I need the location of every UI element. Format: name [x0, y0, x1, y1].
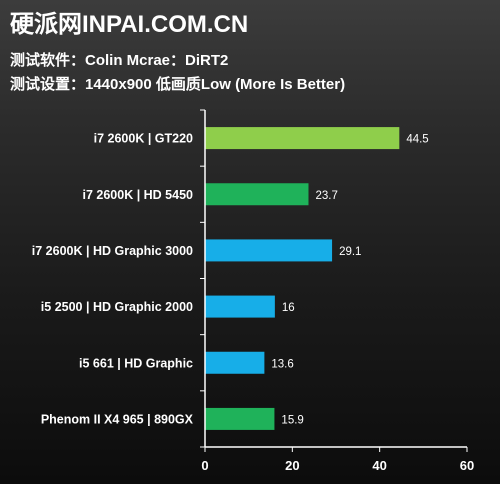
bar-6 [205, 407, 275, 430]
category-label-2: i7 2600K | HD 5450 [82, 188, 193, 202]
value-label-5: 13.6 [271, 358, 293, 370]
x-tick-label-0: 0 [201, 458, 208, 473]
category-label-4: i5 2500 | HD Graphic 2000 [41, 300, 193, 314]
category-label-3: i7 2600K | HD Graphic 3000 [32, 244, 193, 258]
value-label-1: 44.5 [406, 134, 428, 146]
bar-4 [205, 295, 275, 318]
value-label-3: 29.1 [339, 246, 361, 258]
category-label-1: i7 2600K | GT220 [94, 132, 193, 146]
test-software-line: 测试软件：Colin Mcrae：DiRT2 [10, 52, 229, 69]
bar-3 [205, 239, 333, 262]
bar-1 [205, 127, 400, 150]
x-tick-label-2: 40 [372, 458, 386, 473]
value-label-6: 15.9 [281, 414, 303, 426]
page-title: 硬派网INPAI.COM.CN [10, 11, 249, 38]
x-tick-label-1: 20 [285, 458, 299, 473]
test-settings-line: 测试设置：1440x900 低画质Low (More Is Better) [10, 76, 346, 93]
category-label-6: Phenom II X4 965 | 890GX [41, 412, 194, 426]
x-tick-label-3: 60 [460, 458, 474, 473]
value-label-4: 16 [282, 302, 295, 314]
bar-5 [205, 351, 265, 374]
value-label-2: 23.7 [315, 190, 337, 202]
bar-2 [205, 183, 309, 206]
category-label-5: i5 661 | HD Graphic [79, 356, 193, 370]
